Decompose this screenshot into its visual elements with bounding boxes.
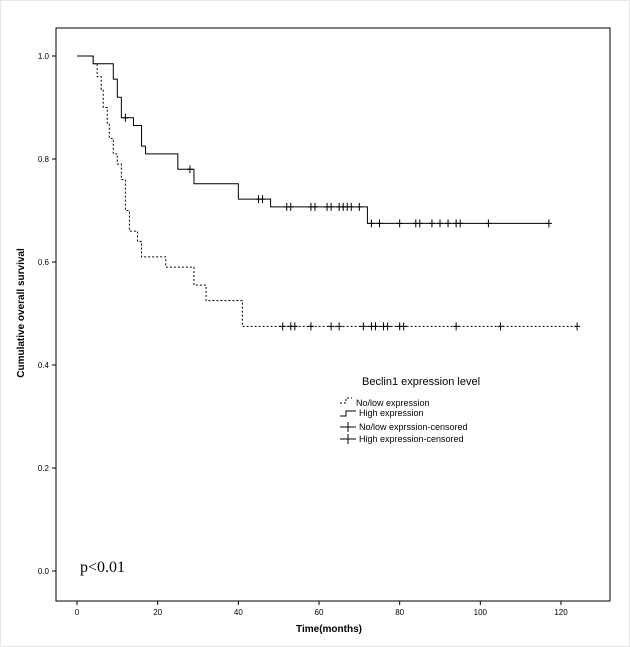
- censor-mark-nolow: [372, 322, 379, 331]
- censor-layer: [122, 113, 581, 331]
- legend-title: Beclin1 expression level: [362, 376, 480, 388]
- censor-mark-high: [186, 165, 193, 174]
- censor-mark-nolow: [574, 322, 581, 331]
- censor-mark-high: [416, 219, 423, 228]
- p-value-annotation: p<0.01: [80, 559, 125, 576]
- legend-swatch-nolow-censored: [340, 422, 356, 432]
- censor-mark-high: [545, 219, 552, 228]
- legend-swatch-high: [340, 410, 356, 417]
- legend-label-high-censored: High expression-censored: [359, 434, 464, 444]
- x-tick-label: 60: [315, 608, 324, 617]
- censor-mark-high: [259, 195, 266, 204]
- x-tick-label: 20: [153, 608, 162, 617]
- y-axis: 0.0 0.2 0.4 0.6 0.8 1.0: [38, 52, 56, 576]
- censor-mark-nolow: [497, 322, 504, 331]
- legend-label-high: High expression: [359, 408, 424, 418]
- censor-mark-nolow: [279, 322, 286, 331]
- censor-mark-nolow: [336, 322, 343, 331]
- censor-mark-high: [368, 219, 375, 228]
- series-line-nolow-expression: [77, 55, 578, 327]
- legend-label-nolow: No/low expression: [356, 398, 430, 408]
- censor-mark-high: [457, 219, 464, 228]
- censor-mark-high: [356, 202, 363, 211]
- censor-mark-high: [428, 219, 435, 228]
- x-tick-label: 80: [395, 608, 404, 617]
- censor-mark-nolow: [328, 322, 335, 331]
- censor-mark-high: [445, 219, 452, 228]
- censor-mark-high: [311, 202, 318, 211]
- censor-mark-high: [485, 219, 492, 228]
- censor-mark-nolow: [453, 322, 460, 331]
- censor-mark-nolow: [400, 322, 407, 331]
- legend-swatch-nolow: [340, 397, 352, 404]
- x-axis: 0 20 40 60 80 100 120: [75, 601, 568, 617]
- censor-mark-high: [328, 202, 335, 211]
- censor-mark-nolow: [360, 322, 367, 331]
- legend-swatch-high-censored: [340, 434, 356, 444]
- y-tick-label: 0.0: [38, 567, 50, 576]
- censor-mark-high: [396, 219, 403, 228]
- plot-frame: [55, 27, 611, 602]
- censor-mark-high: [376, 219, 383, 228]
- x-axis-title: Time(months): [296, 624, 362, 635]
- censor-mark-high: [348, 202, 355, 211]
- y-tick-label: 0.2: [38, 464, 50, 473]
- x-tick-label: 0: [75, 608, 80, 617]
- y-tick-label: 0.8: [38, 155, 50, 164]
- censor-mark-nolow: [291, 322, 298, 331]
- censor-mark-high: [437, 219, 443, 228]
- censor-mark-nolow: [307, 322, 314, 331]
- legend: Beclin1 expression level No/low expressi…: [340, 376, 480, 444]
- legend-label-nolow-censored: No/low exprssion-censored: [359, 422, 468, 432]
- x-tick-label: 120: [554, 608, 568, 617]
- x-tick-label: 40: [234, 608, 243, 617]
- y-tick-label: 1.0: [38, 52, 50, 61]
- y-tick-label: 0.6: [38, 258, 50, 267]
- y-axis-title: Cumulative overall survival: [16, 248, 27, 378]
- x-tick-label: 100: [474, 608, 488, 617]
- censor-mark-high: [287, 202, 294, 211]
- y-tick-label: 0.4: [38, 361, 50, 370]
- censor-mark-nolow: [384, 322, 391, 331]
- censor-mark-high: [122, 113, 129, 122]
